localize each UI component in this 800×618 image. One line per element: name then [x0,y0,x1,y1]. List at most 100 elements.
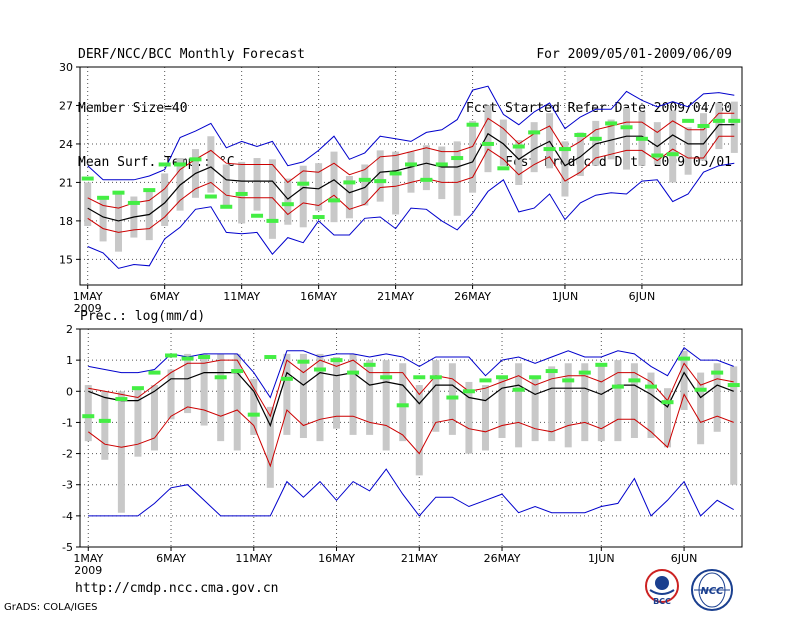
p1-spread-box [284,178,292,225]
p1-spread-box [161,173,169,227]
bcc-logo: BCC [645,569,679,606]
p2-spread-box [84,385,92,442]
p2-observed-marker [231,369,244,374]
p2-observed-marker [280,376,293,381]
p1-spread-box [361,164,369,206]
p2-spread-box [366,360,374,435]
p1-observed-marker [251,213,264,218]
p1-spread-box [407,151,415,193]
p1-observed-marker [389,171,402,176]
p2-spread-box [581,363,589,442]
p1-observed-marker [127,200,140,205]
p1-spread-box [561,141,569,197]
p1-xtick-label: 11MAY [223,290,260,303]
p2-min-line [88,468,734,517]
p2-observed-marker [82,414,95,419]
p2-spread-box [614,360,622,442]
p2-spread-box [630,363,638,438]
p1-spread-box [145,190,153,241]
chart-title: DERF/NCC/BCC Monthly Forecast [78,47,305,62]
panel2-title: Prec.: log(mm/d) [80,309,206,324]
p1-xtick-label: 26MAY [454,290,491,303]
p2-ytick-label: 2 [66,323,73,336]
p2-spread-box [415,385,423,476]
p2-spread-box [333,357,341,429]
p1-observed-marker [420,177,433,182]
p2-observed-marker [98,418,111,423]
p1-year-label: 2009 [74,302,102,315]
p2-max-line [88,346,734,399]
p1-observed-marker [189,157,202,162]
p2-observed-marker [347,370,360,375]
p2-observed-marker [313,367,326,372]
p1-observed-marker [81,176,94,181]
p1-frame [79,66,743,286]
p2-observed-marker [595,362,608,367]
p1-spread-box [268,159,276,239]
p2-ytick-label: 1 [66,354,73,367]
p1-observed-marker [374,179,387,184]
p2-xtick-label: 6MAY [156,552,186,565]
p1-observed-marker [158,162,171,167]
p2-xtick-label: 16MAY [318,552,355,565]
p2-spread-box [713,363,721,432]
p2-observed-marker [611,384,624,389]
p2-spread-box [432,360,440,432]
p1-spread-box [84,182,92,227]
p1-observed-marker [512,144,525,149]
p1-ytick-label: 30 [59,61,73,74]
footer-url[interactable]: http://cmdp.ncc.cma.gov.cn [75,581,279,596]
p1-observed-marker [451,156,464,161]
p2-observed-marker [363,362,376,367]
p2-spread-box [382,360,390,451]
p2-spread-box [498,375,506,438]
p2-observed-marker [181,356,194,361]
p2-spread-box [349,353,357,435]
p1-mean-line [87,124,735,222]
p1-observed-marker [620,125,633,130]
p1-observed-marker [405,162,417,167]
p1-ytick-label: 27 [59,99,73,112]
p1-observed-marker [666,152,679,157]
p2-observed-marker [165,353,178,358]
p1-observed-marker [143,188,156,193]
p1-spread-box [484,105,492,173]
p2-observed-marker [214,375,227,380]
ncc-logo-text: NCC [700,586,724,597]
p1-max-line [87,85,735,181]
p1-observed-marker [112,190,125,195]
p1-spread-box [669,110,677,183]
p1-observed-marker [605,121,618,126]
p1-spread-box [515,140,523,185]
p2-ytick-label: -1 [62,416,73,429]
p1-observed-marker [204,194,217,199]
p2-spread-box [515,363,523,448]
p1-ytick-label: 21 [59,176,73,189]
p2-spread-box [233,353,241,451]
p1-observed-marker [528,130,541,135]
p2-upper-std-line [88,359,734,418]
p1-observed-marker [266,218,279,223]
p1-spread-box [392,151,400,215]
p1-observed-marker [174,162,187,167]
p1-observed-marker [651,153,664,158]
p1-spread-box [114,193,122,252]
p2-observed-marker [479,378,492,383]
p2-spread-box [399,363,407,442]
p1-spread-box [576,132,584,176]
p2-xtick-label: 11MAY [235,552,272,565]
p2-spread-box [266,406,274,488]
p1-spread-box [730,101,738,153]
p1-spread-box [469,120,477,193]
p1-observed-marker [589,136,602,141]
member-size: Member Size=40 [78,101,188,116]
p2-spread-box [730,366,738,485]
p2-observed-marker [678,356,691,361]
p2-observed-marker [661,400,674,405]
p2-spread-box [664,388,672,448]
p2-mean-line [88,371,734,428]
p1-spread-box [345,176,353,219]
p2-spread-box [531,375,539,442]
p1-xtick-label: 1MAY [73,290,103,303]
p1-spread-box [299,165,307,228]
